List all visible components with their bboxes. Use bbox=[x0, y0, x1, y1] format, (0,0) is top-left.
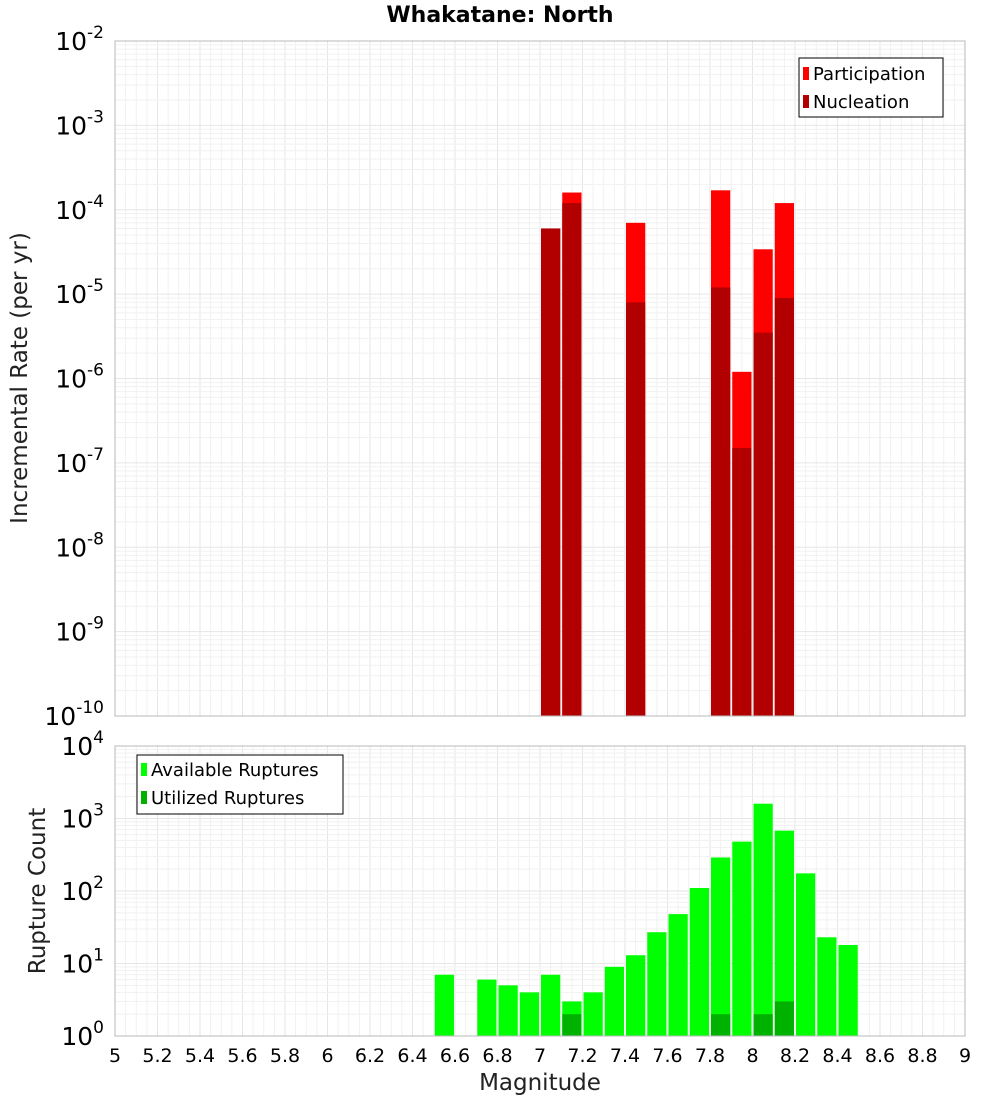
nucleation-bar bbox=[753, 332, 773, 716]
count-y-tick-label: 101 bbox=[61, 946, 104, 979]
legend-label-nucleation: Nucleation bbox=[813, 92, 909, 113]
count-bars bbox=[434, 803, 858, 1036]
available-ruptures-bar bbox=[434, 974, 454, 1036]
x-tick-label: 7.8 bbox=[695, 1045, 725, 1067]
rate-y-ticks: 10-10 10-9 10-8 10-7 10-6 10-5 10-4 10-3 10-2 bbox=[44, 23, 104, 731]
available-ruptures-bar bbox=[477, 979, 497, 1036]
legend-swatch-participation bbox=[803, 67, 809, 80]
available-ruptures-bar bbox=[689, 887, 709, 1036]
nucleation-bar bbox=[732, 448, 752, 716]
rate-legend: Participation Nucleation bbox=[798, 57, 944, 118]
x-tick-label: 7.2 bbox=[567, 1045, 597, 1067]
x-tick-label: 8.4 bbox=[822, 1045, 852, 1067]
x-tick-label: 6.6 bbox=[440, 1045, 470, 1067]
available-ruptures-bar bbox=[753, 803, 773, 1036]
legend-label-utilized: Utilized Ruptures bbox=[151, 788, 304, 809]
x-tick-label: 8.2 bbox=[780, 1045, 810, 1067]
x-tick-label: 7.4 bbox=[610, 1045, 640, 1067]
count-x-ticks: 5 5.2 5.4 5.6 5.8 6 6.2 6.4 6.6 6.8 7 7.2 7.4 7.6 7.8 8… bbox=[109, 1045, 971, 1067]
x-tick-label: 8 bbox=[746, 1045, 758, 1067]
x-tick-label: 6.8 bbox=[482, 1045, 512, 1067]
x-tick-label: 7 bbox=[534, 1045, 546, 1067]
rate-y-tick-label: 10-4 bbox=[55, 192, 104, 225]
rate-y-axis-label: Incremental Rate (per yr) bbox=[7, 232, 33, 524]
legend-swatch-nucleation bbox=[803, 95, 809, 108]
nucleation-bar bbox=[626, 302, 646, 716]
available-ruptures-bar bbox=[711, 857, 731, 1036]
count-y-tick-label: 100 bbox=[61, 1018, 104, 1051]
x-tick-label: 5.2 bbox=[142, 1045, 172, 1067]
rate-y-tick-label: 10-9 bbox=[55, 614, 104, 647]
x-axis-label: Magnitude bbox=[479, 1070, 601, 1096]
rate-y-tick-label: 10-7 bbox=[55, 445, 104, 478]
utilized-ruptures-bar bbox=[753, 1014, 773, 1036]
available-ruptures-bar bbox=[838, 944, 858, 1036]
nucleation-bar bbox=[541, 228, 561, 716]
x-tick-label: 5.8 bbox=[270, 1045, 300, 1067]
legend-swatch-available bbox=[141, 763, 147, 776]
chart-title: Whakatane: North bbox=[386, 3, 613, 28]
x-tick-label: 7.6 bbox=[652, 1045, 682, 1067]
available-ruptures-bar bbox=[732, 841, 752, 1036]
rate-y-tick-label: 10-5 bbox=[55, 276, 104, 309]
available-ruptures-bar bbox=[498, 985, 518, 1036]
available-ruptures-bar bbox=[668, 914, 688, 1036]
rate-gridlines bbox=[114, 41, 966, 717]
count-y-axis-label: Rupture Count bbox=[25, 808, 51, 974]
rate-bars bbox=[541, 190, 794, 717]
rate-y-tick-label: 10-6 bbox=[55, 361, 104, 394]
count-y-ticks: 100 101 102 103 104 bbox=[61, 728, 104, 1051]
count-panel: 100 101 102 103 104 5 5.2 5.4 5.6 5.8 6 6.2 6.4 6.6 6… bbox=[25, 728, 971, 1096]
nucleation-bar bbox=[711, 287, 731, 716]
available-ruptures-bar bbox=[519, 992, 539, 1036]
x-tick-label: 6 bbox=[321, 1045, 333, 1067]
rate-plot-frame bbox=[114, 40, 966, 717]
x-tick-label: 5.4 bbox=[185, 1045, 215, 1067]
available-ruptures-bar bbox=[817, 937, 837, 1036]
nucleation-bar bbox=[562, 203, 582, 716]
utilized-ruptures-bar bbox=[562, 1014, 582, 1036]
count-y-tick-label: 103 bbox=[61, 801, 104, 834]
rate-y-tick-label: 10-8 bbox=[55, 529, 104, 562]
available-ruptures-bar bbox=[647, 932, 667, 1036]
utilized-ruptures-bar bbox=[711, 1014, 731, 1036]
available-ruptures-bar bbox=[583, 992, 603, 1036]
x-tick-label: 8.6 bbox=[865, 1045, 895, 1067]
count-y-tick-label: 104 bbox=[61, 728, 104, 761]
legend-label-participation: Participation bbox=[813, 64, 925, 85]
legend-label-available: Available Ruptures bbox=[151, 760, 319, 781]
count-gridlines bbox=[114, 746, 966, 1037]
x-tick-label: 6.4 bbox=[397, 1045, 427, 1067]
rate-y-tick-label: 10-3 bbox=[55, 107, 104, 140]
count-y-tick-label: 102 bbox=[61, 873, 104, 906]
available-ruptures-bar bbox=[541, 974, 561, 1036]
count-legend-box bbox=[136, 754, 344, 815]
rate-y-tick-label: 10-2 bbox=[55, 23, 104, 56]
rate-legend-box bbox=[798, 57, 944, 118]
count-legend: Available Ruptures Utilized Ruptures bbox=[136, 754, 344, 815]
legend-swatch-utilized bbox=[141, 791, 147, 804]
available-ruptures-bar bbox=[604, 966, 624, 1036]
available-ruptures-bar bbox=[774, 830, 794, 1036]
utilized-ruptures-bar bbox=[774, 1001, 794, 1036]
available-ruptures-bar bbox=[626, 955, 646, 1036]
rate-y-tick-label: 10-10 bbox=[44, 698, 104, 731]
nucleation-bar bbox=[774, 297, 794, 716]
x-tick-label: 8.8 bbox=[907, 1045, 937, 1067]
x-tick-label: 9 bbox=[959, 1045, 971, 1067]
x-tick-label: 5.6 bbox=[227, 1045, 257, 1067]
rate-panel: 10-10 10-9 10-8 10-7 10-6 10-5 10-4 10-3 10-2 In… bbox=[7, 23, 966, 731]
x-tick-label: 5 bbox=[109, 1045, 121, 1067]
x-tick-label: 6.2 bbox=[355, 1045, 385, 1067]
count-plot-frame bbox=[114, 745, 966, 1037]
available-ruptures-bar bbox=[796, 873, 816, 1036]
